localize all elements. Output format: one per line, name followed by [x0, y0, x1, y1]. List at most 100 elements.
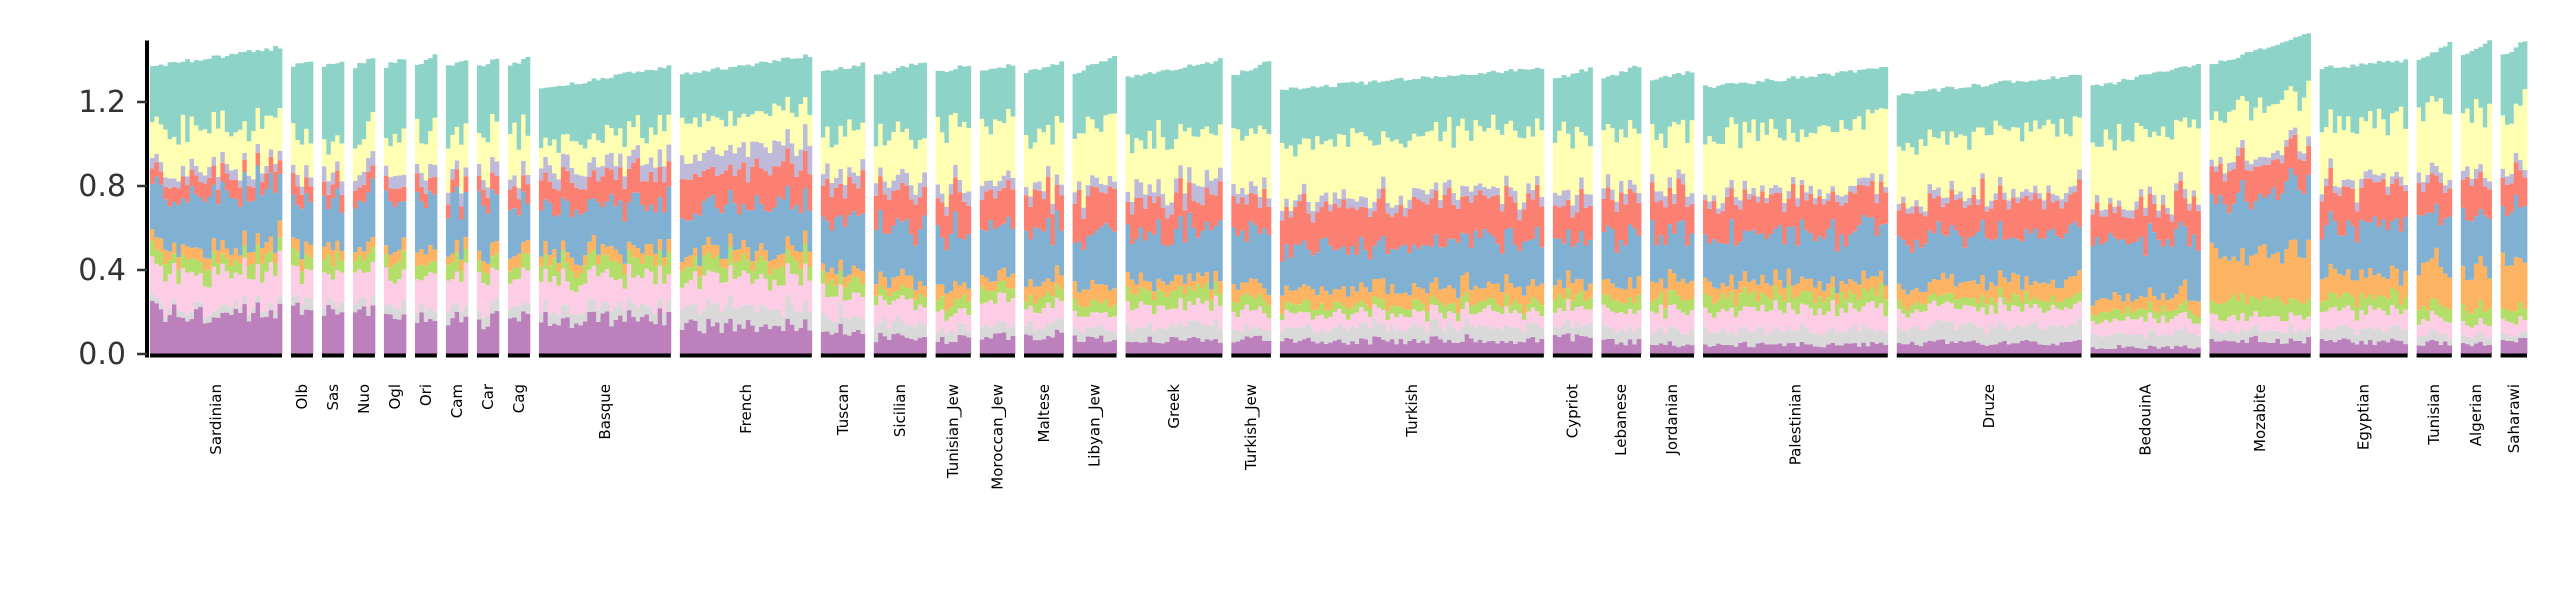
bar-segment — [255, 143, 261, 153]
bar-segment — [1707, 296, 1713, 314]
bar-segment — [2301, 330, 2307, 344]
bar-segment — [785, 236, 791, 250]
bar-segment — [591, 265, 597, 300]
bar-segment — [1742, 306, 1748, 327]
bar-segment — [268, 261, 274, 304]
bar-segment — [1936, 138, 1942, 188]
bar-segment — [1090, 175, 1095, 187]
bar-segment — [1041, 328, 1047, 340]
bar-segment — [2196, 210, 2201, 251]
bar-segment — [2187, 67, 2193, 128]
bar-segment — [1650, 333, 1655, 345]
bar-segment — [2191, 196, 2197, 235]
bar-segment — [2130, 335, 2135, 347]
bar-segment — [759, 111, 764, 144]
bar-segment — [701, 152, 707, 171]
bar-segment — [326, 181, 332, 195]
bar-segment — [419, 303, 425, 313]
bar-segment — [220, 162, 226, 182]
bar-segment — [1310, 210, 1316, 223]
bar-segment — [1257, 125, 1263, 197]
bar-segment — [2284, 304, 2290, 322]
bar-segment — [988, 300, 994, 328]
bar-segment — [1672, 122, 1677, 194]
bar-segment — [1191, 200, 1197, 228]
bar-segment — [2156, 217, 2162, 240]
bar-segment — [163, 177, 168, 188]
bar-segment — [543, 268, 549, 300]
bar-segment — [635, 71, 641, 116]
bar-segment — [1720, 211, 1726, 244]
bar-segment — [335, 314, 340, 354]
bar-segment — [1601, 279, 1607, 295]
bar-segment — [1786, 191, 1792, 199]
bar-segment — [2257, 300, 2263, 317]
bar-segment — [1284, 337, 1290, 354]
bar-segment — [2350, 280, 2356, 297]
bar-segment — [2037, 307, 2043, 330]
bar-segment — [1328, 245, 1334, 295]
bar-segment — [732, 153, 738, 176]
bar-segment — [900, 132, 906, 169]
bar-segment — [273, 45, 278, 118]
y-tick-label: 1.2 — [78, 85, 126, 120]
bar-segment — [1023, 286, 1029, 302]
bar-segment — [1601, 130, 1607, 189]
bar-segment — [2138, 236, 2144, 297]
bar-segment — [565, 262, 571, 282]
bar-segment — [2253, 311, 2259, 325]
bar-segment — [948, 114, 954, 185]
bar-segment — [1363, 322, 1369, 340]
bar-segment — [754, 111, 760, 142]
bar-segment — [295, 205, 301, 240]
bar-segment — [1914, 206, 1920, 240]
bar-segment — [2390, 62, 2395, 114]
bar-segment — [1861, 129, 1867, 178]
bar-segment — [242, 304, 248, 354]
bar-segment — [383, 190, 389, 246]
bar-segment — [2368, 222, 2373, 268]
bar-segment — [2249, 328, 2254, 338]
bar-segment — [299, 304, 305, 315]
bar-segment — [304, 193, 309, 242]
bar-segment — [215, 317, 221, 354]
bar-segment — [2227, 162, 2232, 172]
bar-segment — [565, 305, 571, 318]
bar-segment — [944, 206, 950, 216]
bar-segment — [445, 280, 451, 314]
bar-segment — [1993, 193, 1999, 200]
bar-segment — [1830, 327, 1836, 343]
bar-segment — [1962, 281, 1968, 297]
bar-segment — [1098, 226, 1104, 285]
bar-segment — [476, 260, 482, 273]
bar-segment — [1989, 208, 1994, 241]
bar-segment — [640, 138, 645, 166]
bar-segment — [693, 256, 698, 272]
bar-segment — [2178, 313, 2184, 331]
bar-segment — [706, 149, 712, 169]
bar-segment — [640, 317, 645, 354]
bar-segment — [2509, 212, 2515, 266]
bar-segment — [2024, 195, 2030, 230]
bar-segment — [1323, 332, 1329, 344]
bar-segment — [759, 304, 764, 327]
bar-segment — [1804, 290, 1809, 305]
bar-segment — [1782, 287, 1787, 301]
bar-segment — [2297, 329, 2303, 341]
bar-segment — [1747, 331, 1752, 348]
bar-segment — [2350, 328, 2356, 343]
bar-segment — [1725, 83, 1730, 128]
bar-segment — [2359, 178, 2365, 188]
bar-segment — [2279, 301, 2285, 321]
bar-segment — [1852, 308, 1858, 325]
bar-segment — [1231, 284, 1237, 302]
bar-segment — [2169, 298, 2175, 311]
bar-segment — [1455, 242, 1461, 299]
bar-segment — [1747, 347, 1752, 354]
bar-segment — [185, 202, 190, 247]
bar-segment — [997, 67, 1003, 122]
bar-segment — [193, 125, 199, 166]
bar-segment — [2191, 323, 2197, 335]
bar-segment — [299, 186, 305, 195]
bar-segment — [851, 292, 857, 317]
